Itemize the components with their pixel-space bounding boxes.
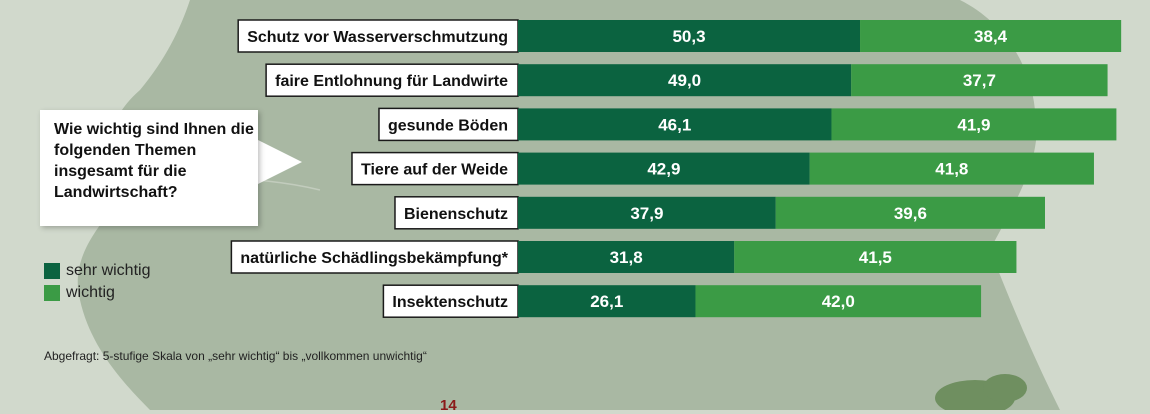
data-label-wichtig: 38,4 [974, 27, 1008, 46]
bar-sehr-wichtig [518, 196, 776, 229]
data-label-wichtig: 41,8 [935, 160, 968, 179]
bar-wichtig [734, 241, 1017, 273]
category-label: Tiere auf der Weide [361, 162, 508, 179]
data-label-sehr-wichtig: 50,3 [672, 27, 705, 46]
category-label: natürliche Schädlingsbekämpfung* [240, 250, 508, 267]
data-label-sehr-wichtig: 42,9 [647, 160, 680, 179]
bar-sehr-wichtig [518, 152, 810, 185]
category-label: Bienenschutz [404, 206, 508, 223]
category-label-box [394, 196, 519, 230]
bar-wichtig [831, 108, 1117, 141]
speech-bubble-tail [258, 140, 302, 184]
category-label: Insektenschutz [392, 294, 508, 311]
data-label-wichtig: 42,0 [822, 292, 855, 311]
legend-swatch-wichtig [44, 285, 60, 301]
bar-wichtig [851, 64, 1108, 97]
bar-sehr-wichtig [518, 108, 832, 141]
category-label: faire Entlohnung für Landwirte [275, 73, 508, 90]
data-label-wichtig: 37,7 [963, 71, 996, 90]
bar-sehr-wichtig [518, 285, 696, 318]
footnote: Abgefragt: 5-stufige Skala von „sehr wic… [44, 349, 427, 363]
data-label-sehr-wichtig: 46,1 [658, 115, 691, 134]
category-label-box [378, 107, 519, 142]
legend-label-wichtig: wichtig [66, 284, 115, 301]
question-text: Wie wichtig sind Ihnen die folgenden The… [54, 121, 254, 201]
category-label: gesunde Böden [388, 117, 508, 134]
data-label-wichtig: 41,9 [957, 115, 990, 134]
category-label-box [237, 19, 519, 53]
bar-wichtig [809, 152, 1094, 185]
question-box: Wie wichtig sind Ihnen die folgenden The… [40, 110, 258, 226]
page-number: 14 [440, 397, 457, 414]
data-label-sehr-wichtig: 49,0 [668, 71, 701, 90]
legend: sehr wichtig wichtig [44, 260, 150, 304]
category-label-box [382, 284, 519, 318]
bar-wichtig [695, 285, 982, 318]
legend-item-sehr-wichtig: sehr wichtig [44, 260, 150, 282]
plant-illustration [935, 374, 1027, 410]
bar-wichtig [775, 196, 1045, 229]
legend-item-wichtig: wichtig [44, 282, 150, 304]
data-label-sehr-wichtig: 26,1 [590, 292, 623, 311]
bar-wichtig [860, 20, 1122, 52]
category-label-box [230, 240, 519, 274]
legend-label-sehr-wichtig: sehr wichtig [66, 262, 151, 279]
bar-sehr-wichtig [518, 20, 861, 52]
data-label-wichtig: 41,5 [859, 248, 892, 267]
data-label-sehr-wichtig: 37,9 [630, 204, 663, 223]
data-label-wichtig: 39,6 [894, 204, 927, 223]
category-label-box [351, 151, 519, 186]
data-label-sehr-wichtig: 31,8 [610, 248, 643, 267]
bar-sehr-wichtig [518, 64, 852, 97]
category-label: Schutz vor Wasserverschmutzung [247, 29, 508, 46]
bar-sehr-wichtig [518, 241, 735, 273]
legend-swatch-sehr-wichtig [44, 263, 60, 279]
